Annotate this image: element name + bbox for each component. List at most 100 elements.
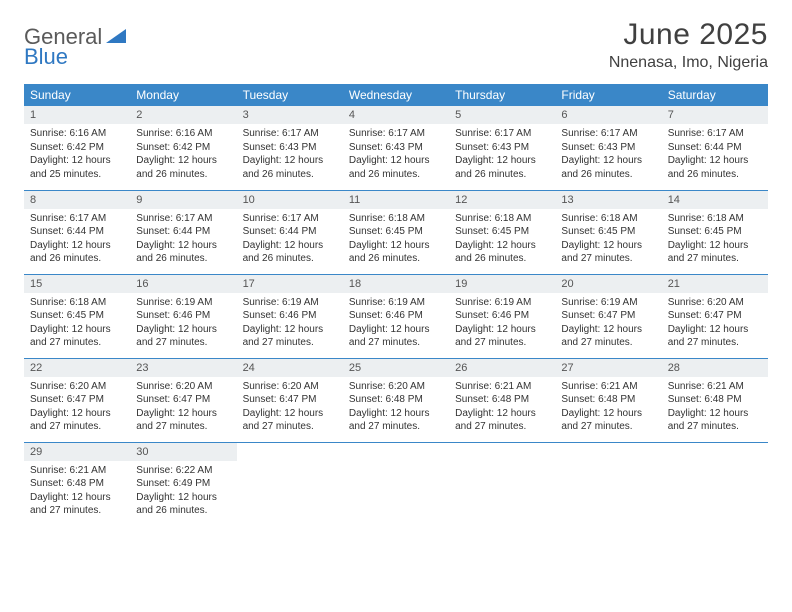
day-number: 2 <box>130 106 236 124</box>
weekday-header-row: Sunday Monday Tuesday Wednesday Thursday… <box>24 84 768 106</box>
calendar-day-cell: 5Sunrise: 6:17 AMSunset: 6:43 PMDaylight… <box>449 106 555 190</box>
day-number: 17 <box>237 275 343 293</box>
day-number: 19 <box>449 275 555 293</box>
calendar-day-cell: 18Sunrise: 6:19 AMSunset: 6:46 PMDayligh… <box>343 274 449 358</box>
month-title: June 2025 <box>609 18 768 52</box>
day-details: Sunrise: 6:18 AMSunset: 6:45 PMDaylight:… <box>555 209 661 272</box>
header: General June 2025 Nnenasa, Imo, Nigeria <box>24 18 768 72</box>
day-details: Sunrise: 6:19 AMSunset: 6:46 PMDaylight:… <box>343 293 449 356</box>
calendar-day-cell: 14Sunrise: 6:18 AMSunset: 6:45 PMDayligh… <box>662 190 768 274</box>
calendar-day-cell: 25Sunrise: 6:20 AMSunset: 6:48 PMDayligh… <box>343 358 449 442</box>
calendar-day-cell <box>555 442 661 526</box>
day-number: 11 <box>343 191 449 209</box>
day-number: 10 <box>237 191 343 209</box>
calendar-body: 1Sunrise: 6:16 AMSunset: 6:42 PMDaylight… <box>24 106 768 526</box>
calendar-week-row: 8Sunrise: 6:17 AMSunset: 6:44 PMDaylight… <box>24 190 768 274</box>
day-number: 22 <box>24 359 130 377</box>
calendar-day-cell: 24Sunrise: 6:20 AMSunset: 6:47 PMDayligh… <box>237 358 343 442</box>
day-details: Sunrise: 6:19 AMSunset: 6:46 PMDaylight:… <box>237 293 343 356</box>
day-number: 14 <box>662 191 768 209</box>
day-details: Sunrise: 6:19 AMSunset: 6:46 PMDaylight:… <box>130 293 236 356</box>
calendar-day-cell: 16Sunrise: 6:19 AMSunset: 6:46 PMDayligh… <box>130 274 236 358</box>
day-details: Sunrise: 6:17 AMSunset: 6:43 PMDaylight:… <box>343 124 449 187</box>
title-block: June 2025 Nnenasa, Imo, Nigeria <box>609 18 768 72</box>
calendar-week-row: 15Sunrise: 6:18 AMSunset: 6:45 PMDayligh… <box>24 274 768 358</box>
weekday-wednesday: Wednesday <box>343 84 449 106</box>
day-details: Sunrise: 6:21 AMSunset: 6:48 PMDaylight:… <box>662 377 768 440</box>
calendar-week-row: 1Sunrise: 6:16 AMSunset: 6:42 PMDaylight… <box>24 106 768 190</box>
brand-part2-wrap: Blue <box>24 44 68 70</box>
day-details: Sunrise: 6:17 AMSunset: 6:44 PMDaylight:… <box>130 209 236 272</box>
weekday-saturday: Saturday <box>662 84 768 106</box>
calendar-day-cell <box>662 442 768 526</box>
day-number: 5 <box>449 106 555 124</box>
calendar-day-cell: 2Sunrise: 6:16 AMSunset: 6:42 PMDaylight… <box>130 106 236 190</box>
weekday-tuesday: Tuesday <box>237 84 343 106</box>
day-number: 7 <box>662 106 768 124</box>
day-details: Sunrise: 6:17 AMSunset: 6:43 PMDaylight:… <box>555 124 661 187</box>
calendar-day-cell: 11Sunrise: 6:18 AMSunset: 6:45 PMDayligh… <box>343 190 449 274</box>
location-text: Nnenasa, Imo, Nigeria <box>609 54 768 72</box>
day-details: Sunrise: 6:16 AMSunset: 6:42 PMDaylight:… <box>24 124 130 187</box>
calendar-day-cell: 19Sunrise: 6:19 AMSunset: 6:46 PMDayligh… <box>449 274 555 358</box>
day-details: Sunrise: 6:17 AMSunset: 6:44 PMDaylight:… <box>237 209 343 272</box>
calendar-day-cell: 12Sunrise: 6:18 AMSunset: 6:45 PMDayligh… <box>449 190 555 274</box>
day-details: Sunrise: 6:22 AMSunset: 6:49 PMDaylight:… <box>130 461 236 524</box>
day-details: Sunrise: 6:21 AMSunset: 6:48 PMDaylight:… <box>24 461 130 524</box>
day-details: Sunrise: 6:19 AMSunset: 6:46 PMDaylight:… <box>449 293 555 356</box>
calendar-day-cell: 29Sunrise: 6:21 AMSunset: 6:48 PMDayligh… <box>24 442 130 526</box>
day-number: 21 <box>662 275 768 293</box>
page: General June 2025 Nnenasa, Imo, Nigeria … <box>0 0 792 544</box>
day-number: 8 <box>24 191 130 209</box>
day-number: 18 <box>343 275 449 293</box>
day-details: Sunrise: 6:17 AMSunset: 6:43 PMDaylight:… <box>449 124 555 187</box>
calendar-day-cell: 28Sunrise: 6:21 AMSunset: 6:48 PMDayligh… <box>662 358 768 442</box>
day-number: 9 <box>130 191 236 209</box>
calendar-week-row: 22Sunrise: 6:20 AMSunset: 6:47 PMDayligh… <box>24 358 768 442</box>
day-details: Sunrise: 6:17 AMSunset: 6:44 PMDaylight:… <box>24 209 130 272</box>
calendar-day-cell: 17Sunrise: 6:19 AMSunset: 6:46 PMDayligh… <box>237 274 343 358</box>
day-number: 6 <box>555 106 661 124</box>
calendar-day-cell: 9Sunrise: 6:17 AMSunset: 6:44 PMDaylight… <box>130 190 236 274</box>
calendar-day-cell: 20Sunrise: 6:19 AMSunset: 6:47 PMDayligh… <box>555 274 661 358</box>
day-number: 3 <box>237 106 343 124</box>
day-details: Sunrise: 6:19 AMSunset: 6:47 PMDaylight:… <box>555 293 661 356</box>
calendar-day-cell: 10Sunrise: 6:17 AMSunset: 6:44 PMDayligh… <box>237 190 343 274</box>
day-details: Sunrise: 6:17 AMSunset: 6:44 PMDaylight:… <box>662 124 768 187</box>
calendar-day-cell: 6Sunrise: 6:17 AMSunset: 6:43 PMDaylight… <box>555 106 661 190</box>
day-number: 12 <box>449 191 555 209</box>
day-details: Sunrise: 6:17 AMSunset: 6:43 PMDaylight:… <box>237 124 343 187</box>
weekday-friday: Friday <box>555 84 661 106</box>
day-details: Sunrise: 6:18 AMSunset: 6:45 PMDaylight:… <box>449 209 555 272</box>
day-number: 4 <box>343 106 449 124</box>
day-details: Sunrise: 6:20 AMSunset: 6:47 PMDaylight:… <box>662 293 768 356</box>
calendar-week-row: 29Sunrise: 6:21 AMSunset: 6:48 PMDayligh… <box>24 442 768 526</box>
weekday-sunday: Sunday <box>24 84 130 106</box>
brand-part2: Blue <box>24 44 68 69</box>
day-details: Sunrise: 6:20 AMSunset: 6:47 PMDaylight:… <box>237 377 343 440</box>
day-number: 23 <box>130 359 236 377</box>
day-number: 30 <box>130 443 236 461</box>
calendar-table: Sunday Monday Tuesday Wednesday Thursday… <box>24 84 768 526</box>
day-number: 20 <box>555 275 661 293</box>
calendar-day-cell <box>449 442 555 526</box>
day-number: 29 <box>24 443 130 461</box>
day-number: 26 <box>449 359 555 377</box>
day-details: Sunrise: 6:18 AMSunset: 6:45 PMDaylight:… <box>662 209 768 272</box>
calendar-day-cell: 15Sunrise: 6:18 AMSunset: 6:45 PMDayligh… <box>24 274 130 358</box>
day-details: Sunrise: 6:18 AMSunset: 6:45 PMDaylight:… <box>343 209 449 272</box>
day-details: Sunrise: 6:21 AMSunset: 6:48 PMDaylight:… <box>449 377 555 440</box>
calendar-day-cell: 3Sunrise: 6:17 AMSunset: 6:43 PMDaylight… <box>237 106 343 190</box>
calendar-day-cell: 1Sunrise: 6:16 AMSunset: 6:42 PMDaylight… <box>24 106 130 190</box>
day-details: Sunrise: 6:18 AMSunset: 6:45 PMDaylight:… <box>24 293 130 356</box>
calendar-day-cell: 21Sunrise: 6:20 AMSunset: 6:47 PMDayligh… <box>662 274 768 358</box>
brand-triangle-icon <box>106 29 126 48</box>
day-number: 28 <box>662 359 768 377</box>
calendar-day-cell: 7Sunrise: 6:17 AMSunset: 6:44 PMDaylight… <box>662 106 768 190</box>
day-number: 13 <box>555 191 661 209</box>
day-details: Sunrise: 6:20 AMSunset: 6:47 PMDaylight:… <box>24 377 130 440</box>
weekday-monday: Monday <box>130 84 236 106</box>
day-details: Sunrise: 6:21 AMSunset: 6:48 PMDaylight:… <box>555 377 661 440</box>
calendar-day-cell: 27Sunrise: 6:21 AMSunset: 6:48 PMDayligh… <box>555 358 661 442</box>
calendar-day-cell: 22Sunrise: 6:20 AMSunset: 6:47 PMDayligh… <box>24 358 130 442</box>
